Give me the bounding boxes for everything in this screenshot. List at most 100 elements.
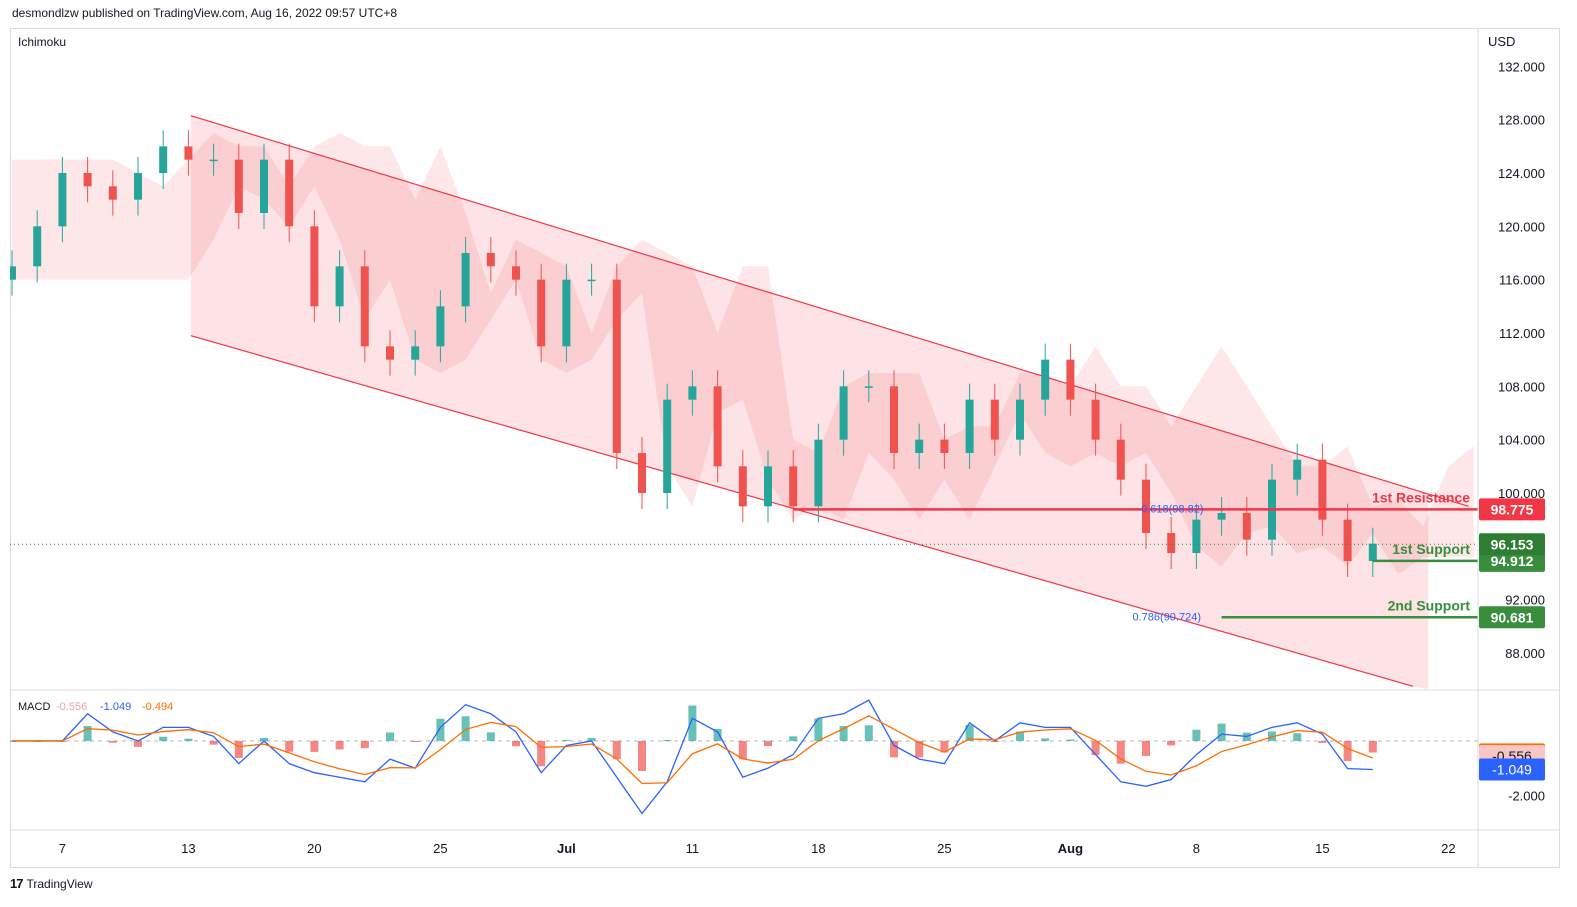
macd-histogram-bar xyxy=(260,737,268,741)
level-label: 1st Support xyxy=(1392,541,1470,557)
candle xyxy=(1016,399,1024,440)
price-tick-label: 132.000 xyxy=(1498,59,1545,74)
macd-histogram-bar xyxy=(234,740,243,758)
candle xyxy=(764,466,772,507)
time-tick-label: 20 xyxy=(307,841,321,856)
candle xyxy=(234,159,243,213)
macd-histogram-bar xyxy=(890,740,898,758)
price-tick-label: 104.000 xyxy=(1498,433,1545,448)
time-tick-label: 25 xyxy=(433,841,447,856)
level-label: 1st Resistance xyxy=(1372,489,1470,505)
price-tick-label: 116.000 xyxy=(1499,273,1545,288)
macd-histogram-bar xyxy=(1066,739,1075,741)
candle xyxy=(83,173,92,187)
macd-histogram-bar xyxy=(940,740,949,753)
macd-histogram-bar xyxy=(461,716,470,741)
level-label: 2nd Support xyxy=(1388,597,1471,613)
candle xyxy=(1167,533,1176,553)
time-tick-label: 8 xyxy=(1193,841,1200,856)
macd-histogram-bar xyxy=(1167,740,1176,746)
price-tick-label: 112.000 xyxy=(1499,326,1545,341)
macd-histogram-bar xyxy=(713,728,722,741)
macd-histogram-bar xyxy=(1016,731,1024,741)
macd-histogram-bar xyxy=(814,718,823,741)
candle xyxy=(486,253,495,267)
macd-histogram-bar xyxy=(209,740,218,745)
macd-tick-label: -2.000 xyxy=(1508,788,1545,803)
chart-canvas[interactable]: 132.000 128.000 124.000 120.000 116.000 112.0… xyxy=(0,0,1577,870)
candle xyxy=(638,453,646,493)
candle xyxy=(33,226,42,267)
macd-histogram-bar xyxy=(1041,738,1050,741)
candle xyxy=(10,266,16,280)
candle xyxy=(915,439,924,453)
candle xyxy=(386,346,394,360)
macd-legend-hist: -0.556 xyxy=(56,701,87,713)
levels xyxy=(10,508,1478,619)
chart-frame[interactable] xyxy=(10,28,1560,868)
macd-histogram-bar xyxy=(789,736,798,741)
macd-value-tag-text: -1.049 xyxy=(1492,761,1532,777)
candle xyxy=(1217,513,1226,520)
time-tick-label: 15 xyxy=(1315,841,1329,856)
macd-histogram-bar xyxy=(134,740,142,747)
candle xyxy=(990,399,999,440)
candle xyxy=(436,306,445,347)
candle xyxy=(1116,439,1125,480)
candle xyxy=(1091,399,1100,440)
candle xyxy=(58,173,67,227)
price-tick-label: 128.000 xyxy=(1498,113,1545,128)
channel-fill xyxy=(190,115,1429,689)
candle xyxy=(285,159,294,227)
macd-histogram-bar xyxy=(764,740,772,747)
macd-histogram-bar xyxy=(1142,740,1150,756)
time-tick-label: Jul xyxy=(557,841,576,856)
tradingview-brand: TradingView xyxy=(26,876,93,891)
macd-histogram-bar xyxy=(83,726,92,741)
time-tick-label: 25 xyxy=(937,841,951,856)
candle xyxy=(411,346,420,360)
level-price-tag-text: 90.681 xyxy=(1491,609,1534,625)
macd-legend-name: MACD xyxy=(18,701,50,713)
candle xyxy=(1142,479,1150,533)
candle xyxy=(134,173,142,200)
tradingview-footer[interactable]: 17 TradingView xyxy=(10,876,93,891)
candle xyxy=(108,186,117,200)
level-price-tag-text: 94.912 xyxy=(1491,553,1534,569)
macd-histogram-bar xyxy=(839,726,848,741)
macd-histogram-bar xyxy=(360,740,369,749)
channel-lower-line xyxy=(190,335,1414,687)
last-price-tag-text: 96.153 xyxy=(1491,536,1534,552)
candle xyxy=(1192,519,1201,553)
macd-histogram-bar xyxy=(184,738,193,741)
macd-histogram-bar xyxy=(108,740,117,743)
candle xyxy=(738,466,747,507)
macd-histogram-bar xyxy=(411,740,420,742)
macd-histogram-bar xyxy=(310,740,319,752)
macd-histogram-bar xyxy=(638,740,646,771)
macd-pane xyxy=(10,699,1478,815)
macd-histogram-bar xyxy=(688,705,697,741)
level-price-tag xyxy=(1479,549,1545,572)
candle xyxy=(562,279,571,347)
candle xyxy=(940,439,949,453)
macd-line xyxy=(12,699,1373,815)
candle xyxy=(1343,519,1352,561)
level-price-tag xyxy=(1479,498,1545,521)
candle xyxy=(612,279,621,453)
fib-label: 0.618(98.82) xyxy=(1141,504,1203,516)
price-tick-label: 88.000 xyxy=(1505,646,1545,661)
macd-histogram-bar xyxy=(512,740,520,747)
macd-histogram-bar xyxy=(1091,740,1100,756)
macd-histogram-bar xyxy=(663,740,672,742)
candle xyxy=(1368,543,1377,561)
candle xyxy=(864,386,873,388)
fib-label: 0.786(90.724) xyxy=(1133,612,1202,624)
candle xyxy=(537,279,546,347)
macd-histogram-bar xyxy=(335,740,344,750)
currency-label: USD xyxy=(1488,34,1515,49)
macd-histogram-bar xyxy=(587,737,596,741)
candle xyxy=(310,226,319,307)
macd-legend-macd: -1.049 xyxy=(100,701,131,713)
macd-histogram-bar xyxy=(738,740,747,760)
